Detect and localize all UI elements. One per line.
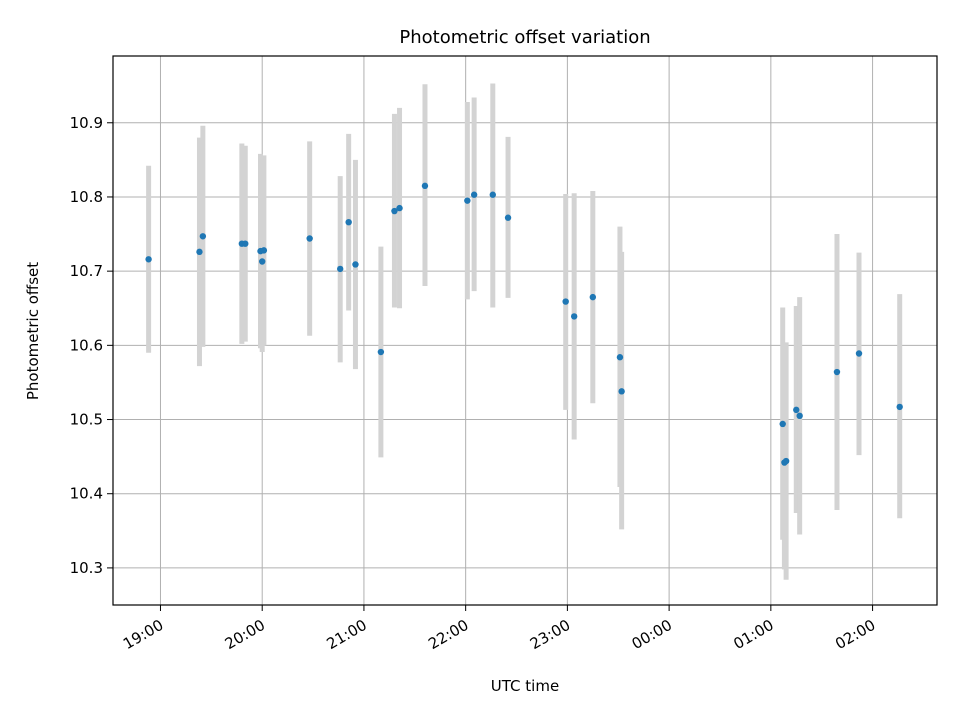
data-point: [391, 207, 398, 215]
x-tick-label: 20:00: [222, 616, 268, 653]
data-point: [260, 247, 268, 254]
data-point: [504, 214, 512, 221]
y-axis-label: Photometric offset: [24, 262, 42, 400]
data-point: [421, 182, 429, 190]
y-tick-label: 10.5: [70, 411, 103, 429]
y-tick-label: 10.8: [70, 188, 103, 206]
y-tick-label: 10.4: [70, 485, 103, 503]
plot-area-frame: [112, 55, 938, 606]
x-tick-label: 21:00: [323, 616, 369, 653]
data-point: [396, 204, 403, 212]
data-point: [616, 354, 624, 361]
x-tick-label: 02:00: [832, 616, 878, 653]
chart-title: Photometric offset variation: [399, 27, 650, 48]
x-tick-label: 22:00: [425, 616, 471, 653]
data-point: [896, 403, 903, 411]
data-point: [470, 191, 478, 198]
errorbar-layer: [146, 83, 903, 580]
data-point: [489, 191, 496, 198]
data-point: [196, 248, 203, 256]
x-axis-label: UTC time: [491, 677, 559, 695]
data-point: [242, 240, 249, 247]
data-point: [793, 406, 800, 414]
data-point: [855, 350, 863, 357]
data-point: [199, 233, 207, 240]
y-tick-label: 10.6: [70, 336, 103, 354]
data-point: [306, 235, 313, 242]
x-tick-label: 01:00: [730, 616, 776, 653]
y-tick-label: 10.3: [70, 559, 103, 577]
data-point: [345, 218, 352, 226]
grid-layer: [113, 56, 937, 605]
y-tick-label: 10.7: [70, 262, 103, 280]
data-point: [259, 258, 266, 265]
x-tick-label: 23:00: [527, 616, 573, 653]
data-point: [377, 348, 385, 356]
data-point: [336, 265, 344, 273]
x-tick-label: 19:00: [120, 616, 166, 653]
data-point: [779, 420, 786, 428]
y-tick-label: 10.9: [70, 114, 103, 132]
data-point: [833, 368, 841, 376]
x-axis-ticks: 19:00 20:00 21:00 22:00 23:00 00:00 01:00 02:00: [120, 605, 879, 653]
x-tick-label: 00:00: [629, 616, 675, 653]
point-layer: [145, 182, 903, 466]
data-point: [570, 313, 578, 320]
data-point: [562, 298, 569, 305]
data-point: [145, 256, 152, 263]
data-point: [618, 388, 625, 395]
data-point: [352, 261, 359, 268]
data-point: [589, 293, 597, 301]
data-point: [782, 457, 790, 465]
data-point: [796, 412, 803, 420]
y-axis-ticks: 10.3 10.4 10.5 10.6 10.7 10.8 10.9: [70, 114, 113, 577]
data-point: [464, 197, 471, 204]
